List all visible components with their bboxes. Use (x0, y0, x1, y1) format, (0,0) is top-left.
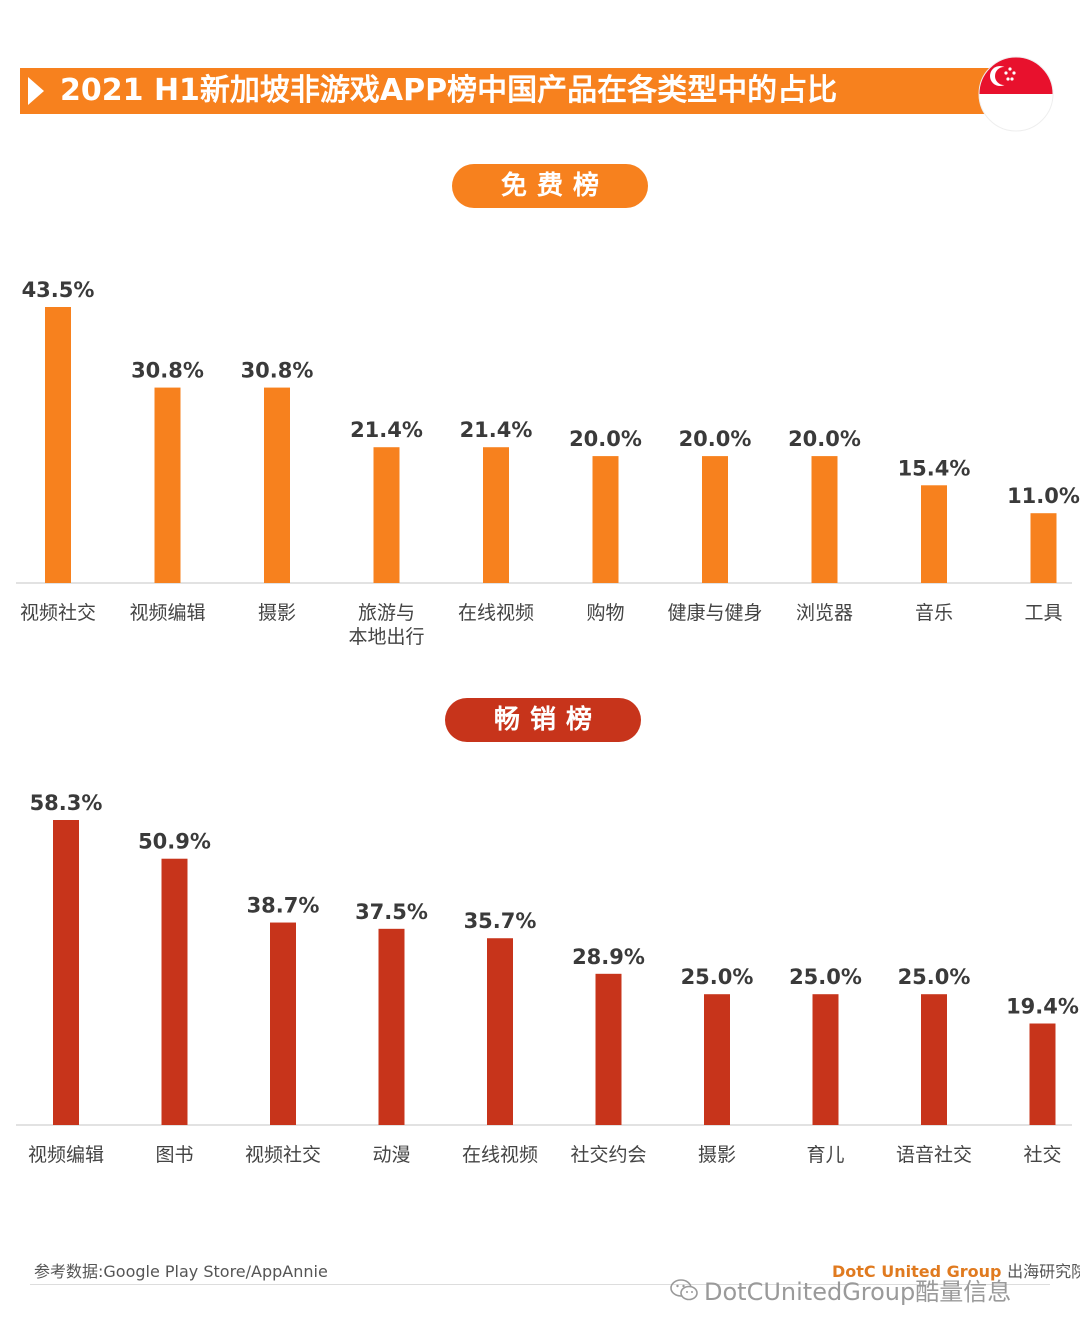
category-label: 健康与健身 (667, 602, 762, 624)
category-label: 图书 (155, 1144, 193, 1166)
category-label: 社交约会 (570, 1144, 646, 1166)
wechat-account: DotCUnitedGroup酷量信息 (704, 1278, 1012, 1306)
source-note: 参考数据:Google Play Store/AppAnnie (34, 1262, 328, 1281)
category-label: 摄影 (258, 602, 296, 624)
bar (702, 456, 728, 583)
category-label: 在线视频 (462, 1144, 538, 1166)
data-label: 28.9% (572, 945, 645, 969)
category-label: 视频社交 (20, 602, 96, 624)
category-label: 购物 (586, 602, 624, 624)
data-label: 38.7% (247, 894, 320, 918)
category-label: 语音社交 (896, 1144, 972, 1166)
brand-label: DotC United Group 出海研究院 (832, 1258, 1080, 1282)
title-bar: 2021 H1新加坡非游戏APP榜中国产品在各类型中的占比 (20, 68, 1020, 114)
data-label: 20.0% (788, 427, 861, 451)
wechat-watermark: DotCUnitedGroup酷量信息 (670, 1272, 1011, 1307)
bar (1029, 1023, 1056, 1125)
grossing-ranking-chart: 58.3% 视频编辑 50.9% 图书 38.7% 视频社交 37.5% 动漫 35.7% 在线视… (16, 791, 1079, 1166)
data-label: 20.0% (679, 427, 752, 451)
data-label: 25.0% (898, 965, 971, 989)
bar (811, 456, 838, 583)
category-label: 视频编辑 (28, 1144, 104, 1166)
data-label: 21.4% (350, 418, 423, 442)
data-label: 25.0% (681, 965, 754, 989)
category-label: 视频社交 (245, 1144, 321, 1166)
play-arrow-icon (28, 77, 44, 105)
bar (921, 994, 947, 1125)
bar (487, 938, 513, 1125)
data-label: 35.7% (464, 909, 537, 933)
grossing-chart-title: 畅销榜 (445, 698, 641, 742)
category-label: 本地出行 (348, 626, 424, 648)
bar (53, 820, 79, 1125)
bar (483, 447, 509, 583)
bar (595, 973, 622, 1125)
data-label: 20.0% (569, 427, 642, 451)
category-label: 旅游与 (358, 602, 415, 624)
category-label: 工具 (1024, 602, 1062, 624)
bar (812, 994, 839, 1125)
data-label: 30.8% (241, 359, 314, 383)
data-label: 25.0% (789, 965, 862, 989)
data-label: 50.9% (138, 830, 211, 854)
data-label: 30.8% (131, 359, 204, 383)
category-label: 育儿 (806, 1144, 844, 1166)
bar (264, 387, 290, 583)
data-label: 37.5% (355, 900, 428, 924)
category-label: 视频编辑 (129, 602, 205, 624)
category-label: 动漫 (372, 1144, 410, 1166)
bar (154, 387, 181, 583)
wechat-icon (670, 1278, 698, 1300)
page-title: 2021 H1新加坡非游戏APP榜中国产品在各类型中的占比 (60, 73, 838, 108)
bar (45, 307, 71, 583)
data-label: 15.4% (898, 456, 971, 480)
bar (704, 994, 730, 1125)
singapore-flag-icon (978, 56, 1054, 132)
free-chart-title: 免费榜 (452, 164, 648, 208)
data-label: 19.4% (1006, 995, 1079, 1019)
brand-en: DotC United Group (832, 1262, 1002, 1281)
bar (270, 922, 296, 1125)
bar (373, 447, 400, 583)
category-label: 摄影 (698, 1144, 736, 1166)
data-label: 58.3% (30, 791, 103, 815)
data-label: 21.4% (460, 418, 533, 442)
bar (161, 858, 188, 1125)
category-label: 社交 (1023, 1144, 1061, 1166)
bar (921, 485, 947, 583)
bar (592, 456, 619, 583)
brand-cn: 出海研究院 (1007, 1262, 1080, 1281)
category-label: 音乐 (915, 602, 953, 624)
data-label: 11.0% (1007, 484, 1080, 508)
bar (1030, 513, 1057, 583)
data-label: 43.5% (22, 278, 95, 302)
category-label: 浏览器 (796, 602, 853, 624)
bar (378, 928, 405, 1125)
footer-divider (30, 1284, 1050, 1285)
category-label: 在线视频 (458, 602, 534, 624)
